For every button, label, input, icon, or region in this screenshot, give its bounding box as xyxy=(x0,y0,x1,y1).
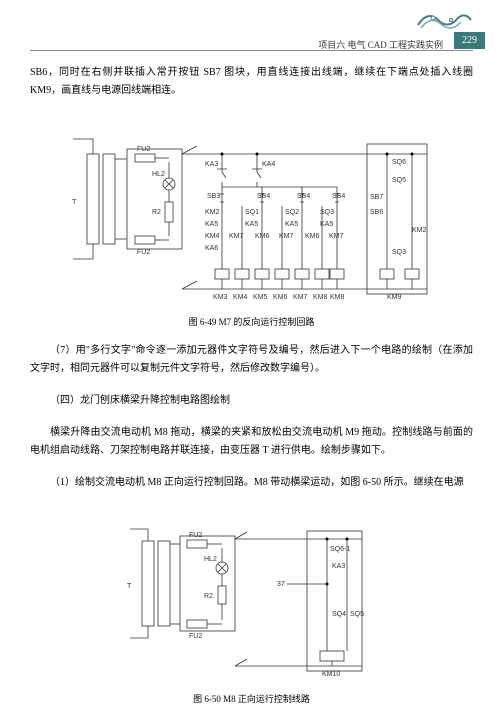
l2-SQ6: SQ6-1 xyxy=(330,546,350,553)
label-HL2: HL2 xyxy=(152,171,165,178)
l-KA6: KA6 xyxy=(205,245,218,252)
l2-R2: R2 xyxy=(204,593,213,600)
l-SQ1: SQ1 xyxy=(245,209,259,216)
l-KM7: KM7 xyxy=(293,294,308,301)
label-FU2b: FU2 xyxy=(137,249,150,256)
l2-KA3: KA3 xyxy=(332,563,345,570)
l-KM4: KM4 xyxy=(233,294,248,301)
l-KM8a: KM8 xyxy=(313,294,328,301)
l-KA5c: KA5 xyxy=(285,221,298,228)
l-SQ5: SQ5 xyxy=(392,177,406,184)
l-SQ2: SQ2 xyxy=(285,209,299,216)
l-KA3: KA3 xyxy=(205,161,218,168)
paragraph-3-title: （四）龙门刨床横梁升降控制电路图绘制 xyxy=(30,392,473,410)
branch-group-left: KA3 KA4 SB3 SB4 SB4 SB4 xyxy=(205,154,345,301)
page-number: 229 xyxy=(454,32,485,49)
l-KM5: KM5 xyxy=(253,294,268,301)
l-KM6: KM6 xyxy=(273,294,288,301)
l-KM4a: KM4 xyxy=(205,233,220,240)
label-T: T xyxy=(72,199,77,206)
label-R2: R2 xyxy=(152,209,161,216)
l2-FU2b: FU2 xyxy=(189,633,202,640)
l-KM3: KM3 xyxy=(213,294,228,301)
l2-SQ5: SQ5 xyxy=(350,611,364,618)
l2-FU2a: FU2 xyxy=(189,532,202,539)
l-KM7b: KM7 xyxy=(279,233,294,240)
l2-HL2: HL2 xyxy=(204,556,217,563)
l2-37: 37 xyxy=(277,581,285,588)
paragraph-2: （7）用"多行文字"命令逐一添加元器件文字符号及编号，然后进入下一个电路的绘制（… xyxy=(30,342,473,378)
l-SB7: SB7 xyxy=(370,194,383,201)
fig2-caption: 图 6-50 M8 正向运行控制线路 xyxy=(30,692,473,705)
page-header: 项目六 电气 CAD 工程实践实例 229 xyxy=(0,0,503,50)
l-KA5b: KA5 xyxy=(245,221,258,228)
l-SB6: SB6 xyxy=(370,209,383,216)
label-FU2a: FU2 xyxy=(137,146,150,153)
l-SB3: SB3 xyxy=(207,193,220,200)
l-KM7a: KM7 xyxy=(229,233,244,240)
l-KA5a: KA5 xyxy=(205,221,218,228)
fig1-caption: 图 6-49 M7 的反向运行控制回路 xyxy=(30,315,473,328)
paragraph-1: SB6，同时在右侧并联插入常开按钮 SB7 图块，用直线连接出线端，继续在下端点… xyxy=(30,64,473,100)
l-KM8b: KM8 xyxy=(330,294,345,301)
l-KM9: KM9 xyxy=(387,294,402,301)
paragraph-4: （1）绘制交流电动机 M8 正向运行控制回路。M8 带动横梁运动，如图 6-50… xyxy=(30,474,473,492)
figure-6-50: T FU2 FU2 HL2 R2 SQ6-1 KA3 37 SQ4 SQ5 xyxy=(122,506,382,686)
l-KM2: KM2 xyxy=(205,209,220,216)
wave-decoration xyxy=(413,0,473,35)
l-KM: KM2 xyxy=(412,227,427,234)
l2-SQ4: SQ4 xyxy=(332,611,346,618)
l-SQ6: SQ6 xyxy=(392,159,406,166)
l-KA4: KA4 xyxy=(262,161,275,168)
l-KM7c: KM7 xyxy=(329,233,344,240)
l2-T: T xyxy=(127,583,132,590)
figure-6-49: T FU2 FU2 HL2 R2 KA3 xyxy=(57,114,447,309)
l-SQ3b: SQ3 xyxy=(392,249,406,256)
l2-KM10: KM10 xyxy=(322,671,340,678)
paragraph-3: 横梁升降由交流电动机 M8 拖动，横梁的夹紧和放松由交流电动机 M9 拖动。控制… xyxy=(30,424,473,460)
header-rule xyxy=(30,50,473,51)
l-KM6b: KM6 xyxy=(305,233,320,240)
